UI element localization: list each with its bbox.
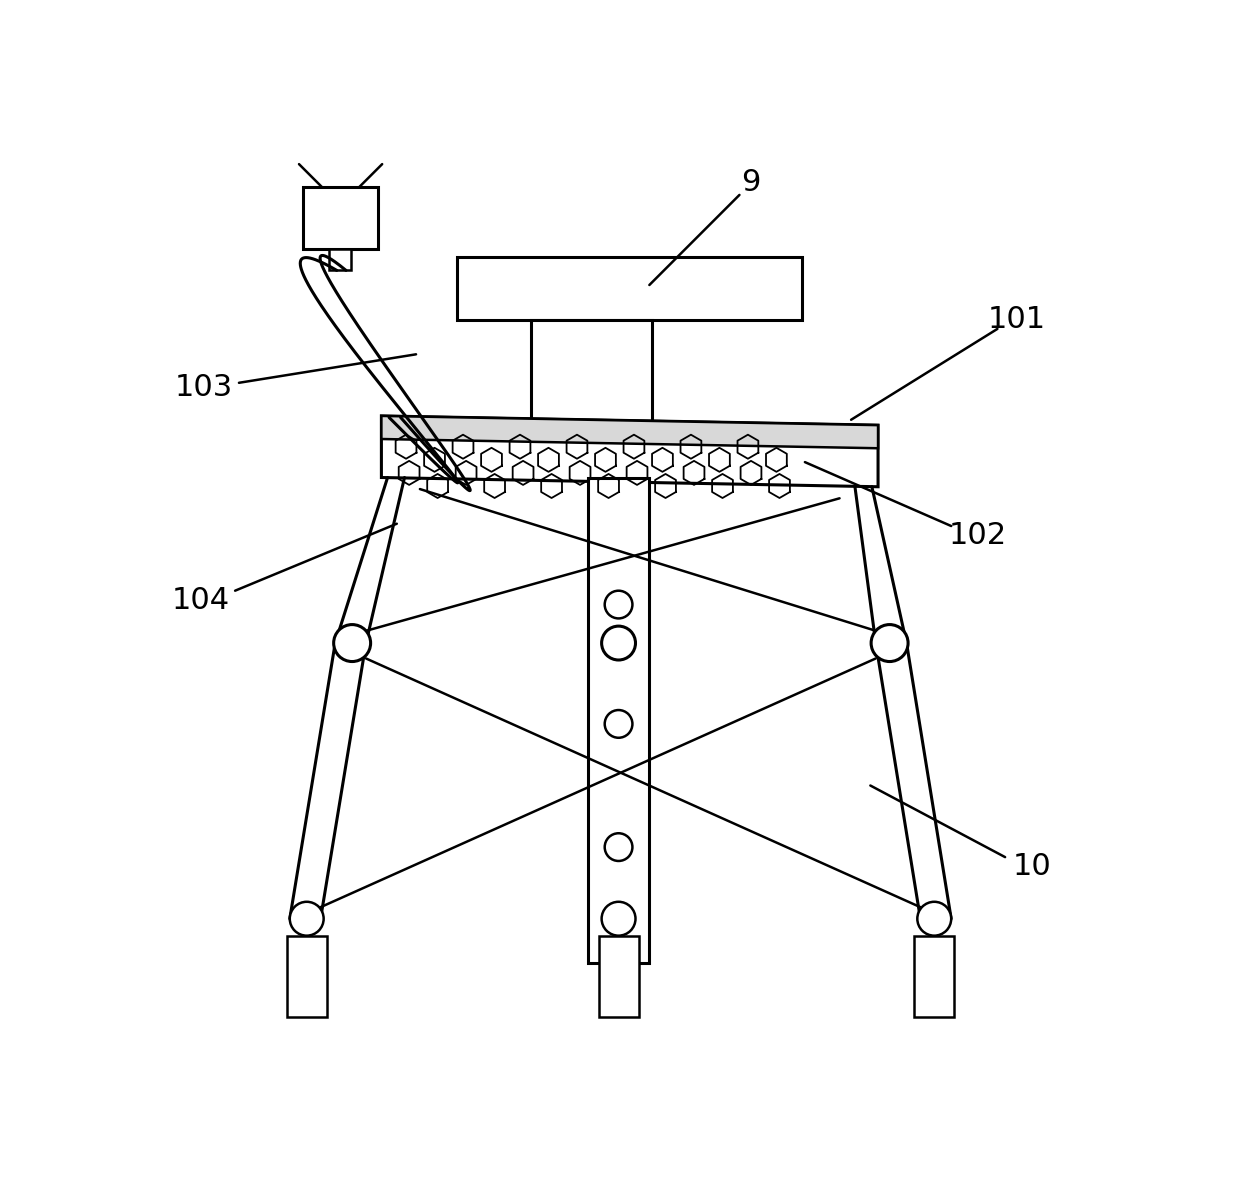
Text: 104: 104 (171, 586, 229, 615)
Text: 9: 9 (742, 168, 760, 197)
Circle shape (601, 902, 635, 936)
Bar (286, 936, 326, 1017)
Text: 102: 102 (949, 520, 1007, 550)
Polygon shape (382, 416, 878, 448)
Circle shape (290, 902, 324, 936)
Text: 103: 103 (175, 373, 233, 402)
Bar (303, 188, 378, 248)
Text: 101: 101 (987, 305, 1045, 334)
Bar (914, 936, 955, 1017)
Circle shape (334, 625, 371, 662)
Bar (329, 248, 351, 271)
Polygon shape (382, 416, 878, 487)
Bar (599, 936, 639, 1017)
Circle shape (605, 833, 632, 861)
Circle shape (918, 902, 951, 936)
Circle shape (605, 710, 632, 738)
Circle shape (605, 590, 632, 619)
Text: 10: 10 (1013, 852, 1052, 880)
Circle shape (601, 626, 635, 661)
Bar (588, 478, 650, 962)
Bar (456, 257, 802, 320)
Bar (531, 320, 652, 422)
Circle shape (872, 625, 908, 662)
